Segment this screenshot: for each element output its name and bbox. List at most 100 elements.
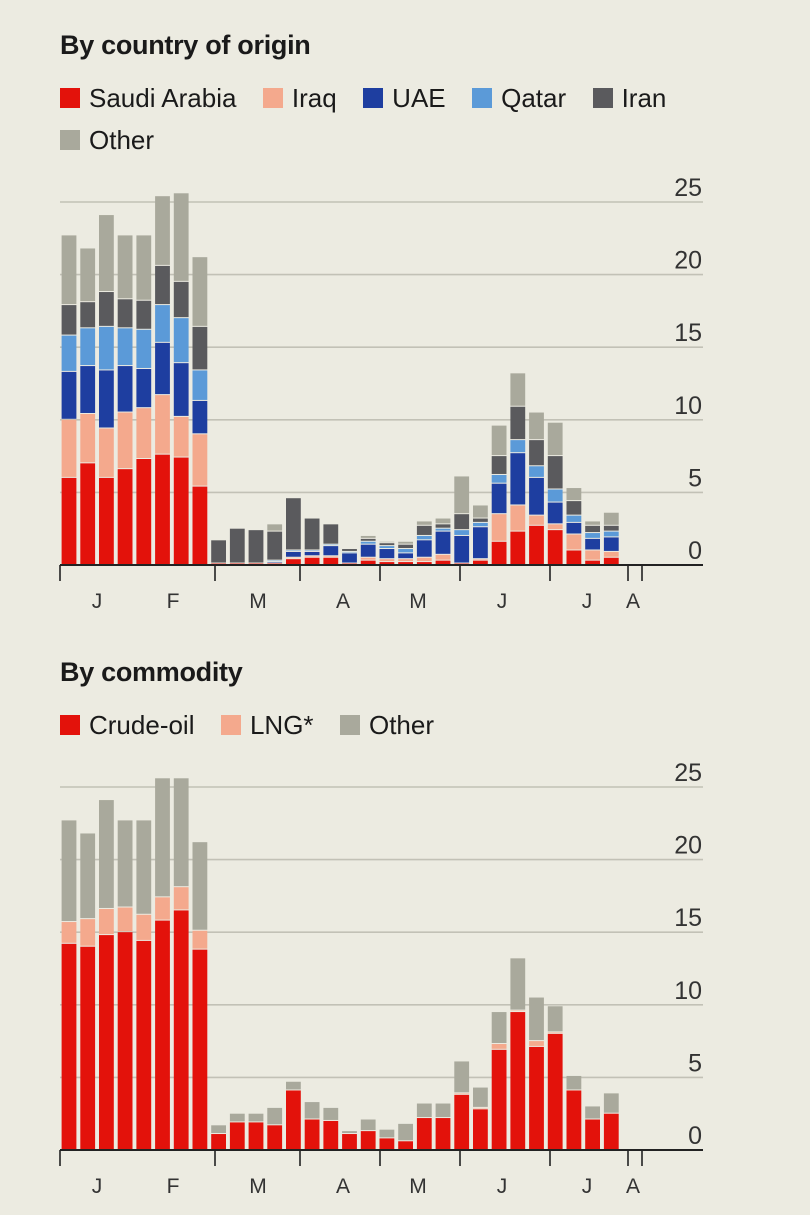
bar-segment-saudi-arabia	[173, 457, 189, 564]
bar-segment-iraq	[566, 534, 582, 550]
bar-segment-saudi-arabia	[136, 459, 152, 564]
bar-segment-saudi-arabia	[416, 562, 432, 564]
bar-segment-iran	[398, 544, 413, 549]
bar-segment-lng	[61, 922, 77, 943]
bar-segment-iran	[360, 538, 376, 541]
y-tick-label: 25	[674, 174, 702, 202]
x-tick-label: J	[92, 1175, 103, 1198]
bar-segment-iran	[304, 518, 320, 550]
bar-segment-saudi-arabia	[379, 562, 395, 564]
bar-segment-qatar	[80, 328, 96, 366]
bar-segment-iran	[99, 292, 114, 326]
x-tick-label: A	[336, 590, 350, 613]
bar-segment-iran	[80, 302, 96, 328]
bar-segment-crude-oil	[379, 1138, 395, 1149]
bar-segment-lng	[529, 1041, 544, 1046]
bar-segment-other	[529, 412, 544, 440]
bar-segment-lng	[99, 908, 114, 935]
bar-segment-iran	[229, 528, 245, 563]
legend-item-saudi-arabia: Saudi Arabia	[60, 77, 236, 119]
bar-segment-other	[360, 535, 376, 538]
bar-segment-other	[304, 1102, 320, 1119]
bar-segment-saudi-arabia	[547, 530, 563, 564]
bar-segment-uae	[454, 535, 470, 563]
bar-segment-other	[398, 1123, 413, 1141]
bar-segment-other	[61, 235, 77, 305]
legend-item-other: Other	[339, 704, 434, 746]
bar-segment-saudi-arabia	[99, 477, 114, 564]
bar-segment-other	[211, 1125, 226, 1134]
bar-segment-other	[136, 235, 152, 300]
bar-segment-iran	[491, 456, 507, 474]
bar-segment-uae	[566, 522, 582, 534]
bar-segment-iraq	[117, 412, 133, 469]
bar-segment-other	[435, 1103, 451, 1118]
bar-segment-iraq	[510, 505, 526, 531]
bar-segment-iran	[61, 305, 77, 335]
bar-segment-iran	[473, 518, 488, 522]
bar-segment-crude-oil	[323, 1120, 339, 1149]
bar-segment-iraq	[398, 559, 413, 562]
bar-segment-saudi-arabia	[566, 550, 582, 564]
bar-segment-lng	[117, 907, 133, 932]
bar-segment-iraq	[99, 428, 114, 477]
bar-segment-other	[473, 505, 488, 518]
bar-segment-crude-oil	[510, 1012, 526, 1149]
y-tick-label: 15	[674, 904, 702, 932]
bar-segment-crude-oil	[117, 932, 133, 1149]
bar-segment-uae	[585, 538, 600, 550]
y-tick-label: 10	[674, 392, 702, 420]
legend-country: Saudi Arabia Iraq UAE Qatar Iran Other	[60, 77, 760, 161]
bar-segment-other	[192, 842, 208, 930]
bar-segment-crude-oil	[360, 1131, 376, 1149]
legend-label: UAE	[392, 82, 446, 113]
bar-segment-other	[435, 518, 451, 524]
chart-title-commodity: By commodity	[60, 657, 243, 687]
bar-segment-iran	[155, 265, 170, 305]
bar-segment-saudi-arabia	[286, 559, 301, 564]
bar-segment-iran	[117, 299, 133, 328]
legend-swatch-lng	[220, 715, 241, 735]
bar-segment-uae	[473, 527, 488, 559]
bar-segment-other	[229, 1113, 245, 1122]
y-tick-label: 5	[688, 1049, 702, 1077]
x-tick-label: A	[626, 590, 640, 613]
bar-segment-uae	[435, 531, 451, 554]
bar-segment-other	[248, 1113, 264, 1122]
x-tick-label: F	[167, 1175, 180, 1198]
bar-segment-crude-oil	[473, 1109, 488, 1149]
bar-segment-uae	[360, 544, 376, 557]
bar-segment-iran	[192, 326, 208, 370]
legend-commodity: Crude-oil LNG* Other	[60, 704, 760, 746]
bar-segment-other	[398, 541, 413, 544]
bar-segment-iran	[416, 525, 432, 535]
bar-segment-iran	[566, 501, 582, 515]
bar-segment-iran	[547, 456, 563, 489]
bar-segment-other	[360, 1119, 376, 1131]
bar-segment-saudi-arabia	[304, 557, 320, 564]
bar-segment-other	[155, 196, 170, 265]
bar-segment-iran	[435, 524, 451, 528]
bar-segment-crude-oil	[286, 1090, 301, 1149]
bar-segment-crude-oil	[80, 946, 96, 1149]
y-tick-label: 5	[688, 464, 702, 492]
bar-segment-crude-oil	[192, 949, 208, 1149]
bar-segment-lng	[136, 914, 152, 940]
bar-segment-saudi-arabia	[473, 560, 488, 564]
bar-segment-saudi-arabia	[585, 560, 600, 564]
bar-segment-iraq	[585, 550, 600, 560]
bar-segment-iraq	[416, 557, 432, 562]
bar-segment-crude-oil	[173, 910, 189, 1149]
bar-segment-crude-oil	[99, 935, 114, 1149]
y-tick-label: 0	[688, 537, 702, 565]
legend-item-other: Other	[60, 119, 154, 161]
bar-segment-other	[173, 778, 189, 887]
bar-segment-saudi-arabia	[603, 557, 619, 564]
bar-segment-other	[547, 1006, 563, 1032]
x-tick-label: J	[497, 1175, 508, 1198]
bar-segment-other	[491, 1012, 507, 1044]
bar-segment-qatar	[155, 305, 170, 342]
bar-segment-crude-oil	[454, 1094, 470, 1149]
bar-segment-iran	[510, 406, 526, 440]
bar-segment-other	[286, 1081, 301, 1090]
